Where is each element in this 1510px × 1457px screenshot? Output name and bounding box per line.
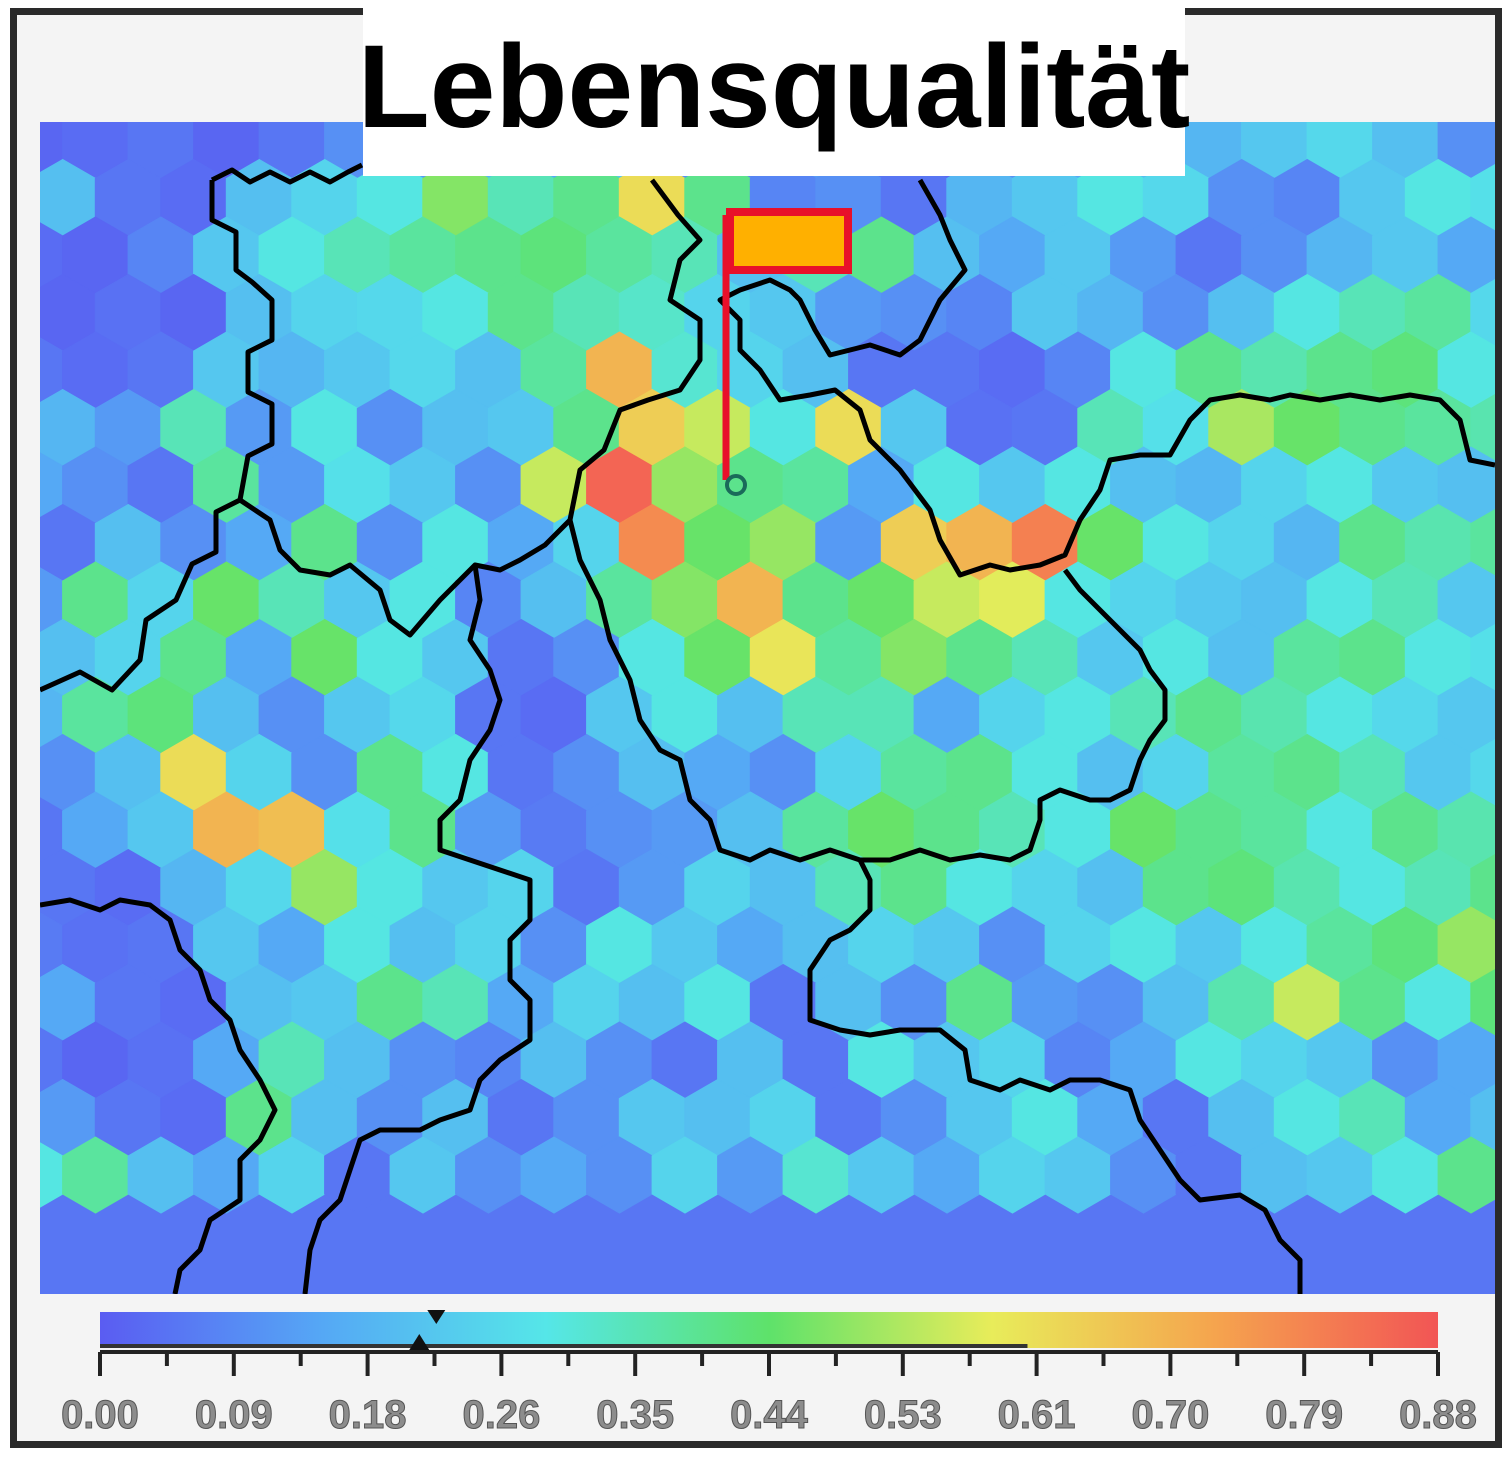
colorbar-tick-label: 0.00 — [61, 1393, 139, 1437]
colorbar-gradient — [100, 1312, 1438, 1348]
colorbar-tick-label: 0.44 — [730, 1393, 809, 1437]
hex-cell — [1470, 738, 1495, 807]
hex-cell — [1470, 623, 1495, 692]
cluster-boundary-line — [40, 897, 278, 1294]
hex-cell — [1470, 853, 1495, 922]
hex-cell — [1470, 968, 1495, 1037]
colorbar-marker-top — [427, 1310, 446, 1324]
hex-cell — [1470, 163, 1495, 232]
colorbar-tick-label: 0.35 — [596, 1393, 674, 1437]
flag-anchor-dot — [725, 474, 747, 496]
cluster-boundary-line — [40, 162, 364, 693]
cluster-boundary-line — [567, 519, 1303, 1294]
hex-cell — [1470, 508, 1495, 577]
cluster-boundary-line — [238, 178, 703, 638]
colorbar-tick-label: 0.61 — [998, 1393, 1076, 1437]
cluster-boundary-line — [302, 564, 533, 1294]
flag-banner — [726, 208, 852, 274]
colorbar-marker-bottom — [409, 1334, 430, 1350]
chart-title: Lebensqualität — [357, 21, 1191, 153]
hex-cell — [1470, 278, 1495, 347]
cluster-boundary-line — [860, 568, 1168, 863]
colorbar-tick-label: 0.53 — [864, 1393, 942, 1437]
hex-cell — [1470, 1083, 1495, 1152]
cluster-boundaries — [40, 162, 1495, 1294]
colorbar-tick-label: 0.79 — [1265, 1393, 1343, 1437]
hex-cell — [1437, 1136, 1495, 1214]
colorbar-tick-label: 0.18 — [329, 1393, 407, 1437]
hex-cell — [40, 122, 64, 173]
colorbar-tick-label: 0.88 — [1399, 1393, 1477, 1437]
colorbar-tick-label: 0.70 — [1131, 1393, 1209, 1437]
hex-cell — [1470, 393, 1495, 462]
colorbar-tick-label: 0.26 — [462, 1393, 540, 1437]
flag-marker — [722, 208, 852, 496]
title-box: Lebensqualität — [358, 8, 1190, 176]
colorbar-tick-label: 0.09 — [195, 1393, 273, 1437]
hex-cell-group — [40, 122, 1495, 1294]
cluster-boundary-line — [717, 178, 1495, 578]
